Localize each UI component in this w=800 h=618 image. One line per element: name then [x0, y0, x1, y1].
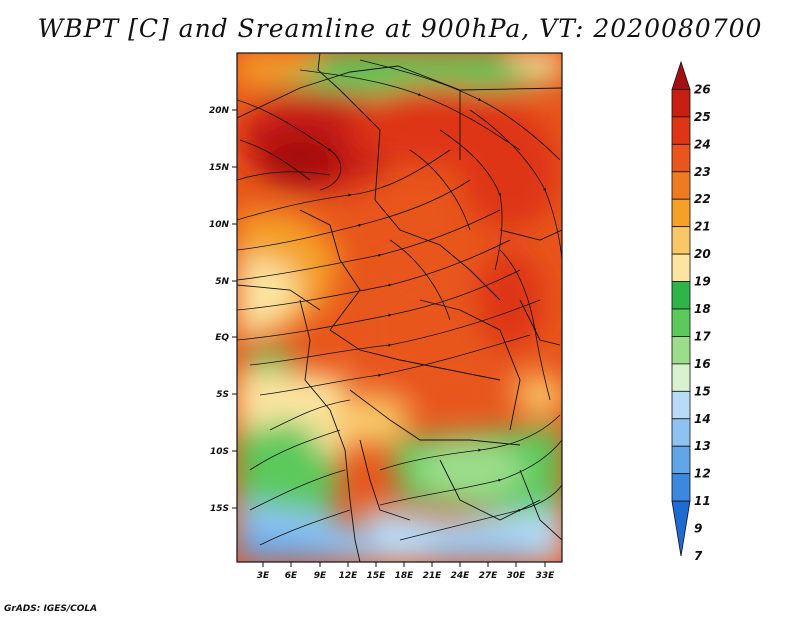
lon-label: 33E	[536, 571, 556, 581]
colorbar-swatch	[671, 60, 691, 90]
page-title: WBPT [C] and Sreamline at 900hPa, VT: 20…	[37, 14, 763, 43]
colorbar-swatch	[671, 308, 691, 337]
lon-label: 15E	[367, 571, 387, 581]
colorbar-swatch	[671, 253, 691, 282]
colorbar-label: 13	[694, 439, 711, 453]
axis-ticks	[232, 109, 546, 567]
colorbar-label: 25	[694, 110, 711, 124]
colorbar-label: 20	[694, 247, 711, 261]
streamlines	[237, 59, 562, 546]
lon-label: 27E	[479, 571, 499, 581]
colorbar-label: 16	[694, 357, 711, 371]
colorbar-label: 18	[694, 302, 711, 316]
colorbar-label: 7	[694, 549, 703, 563]
country-boundaries	[237, 53, 562, 562]
colorbar-label: 15	[694, 384, 711, 398]
colorbar-swatch	[671, 473, 691, 502]
colorbar-swatch	[671, 445, 691, 475]
colorbar-swatch	[671, 336, 691, 365]
colorbar-swatch	[671, 143, 691, 173]
lat-label: 10N	[209, 220, 230, 230]
colorbar-swatch	[671, 171, 691, 200]
longitude-labels: 3E 6E 9E 12E 15E 18E 21E 24E 27E 30E 33E	[257, 571, 555, 581]
lon-label: 24E	[451, 571, 471, 581]
lon-label: 3E	[257, 571, 270, 581]
colorbar-swatch	[671, 89, 691, 118]
colorbar-swatch	[671, 281, 691, 310]
lon-label: 12E	[339, 571, 359, 581]
lat-label: 5N	[215, 277, 229, 287]
colorbar-label: 24	[694, 137, 711, 151]
map-frame	[236, 52, 563, 563]
lat-label: 20N	[209, 106, 230, 116]
lon-label: 6E	[285, 571, 298, 581]
lat-label: 10S	[210, 447, 229, 457]
colorbar-swatch	[671, 363, 691, 392]
colorbar-label: 22	[694, 192, 711, 206]
colorbar-swatch	[671, 390, 691, 420]
lon-label: 18E	[395, 571, 415, 581]
colorbar-label: 14	[694, 412, 711, 426]
colorbar-swatch	[671, 226, 691, 255]
colorbar: 26 25 24 23 22 21 20 19 18 17 16 15 14 13 12 11 9 7	[671, 60, 711, 563]
colorbar-label: 11	[694, 494, 711, 508]
lon-label: 30E	[507, 571, 527, 581]
colorbar-swatch	[671, 418, 691, 447]
colorbar-label: 21	[694, 220, 711, 234]
colorbar-label: 12	[694, 467, 711, 481]
lat-label: EQ	[215, 333, 229, 343]
colorbar-label: 23	[694, 165, 711, 179]
colorbar-swatch	[671, 500, 691, 557]
credit-text: GrADS: IGES/COLA	[4, 604, 98, 614]
lat-label: 15N	[209, 163, 230, 173]
lon-label: 21E	[423, 571, 443, 581]
colorbar-swatch	[671, 116, 691, 145]
colorbar-label: 26	[694, 82, 711, 96]
colorbar-swatch	[671, 198, 691, 228]
wbpt-field	[237, 53, 562, 562]
lon-label: 9E	[314, 571, 327, 581]
colorbar-label: 19	[694, 275, 711, 289]
colorbar-label: 9	[694, 522, 702, 536]
lat-label: 5S	[216, 390, 229, 400]
latitude-labels: 20N 15N 10N 5N EQ 5S 10S 15S	[209, 106, 230, 514]
lat-label: 15S	[210, 504, 229, 514]
colorbar-label: 17	[694, 329, 711, 343]
